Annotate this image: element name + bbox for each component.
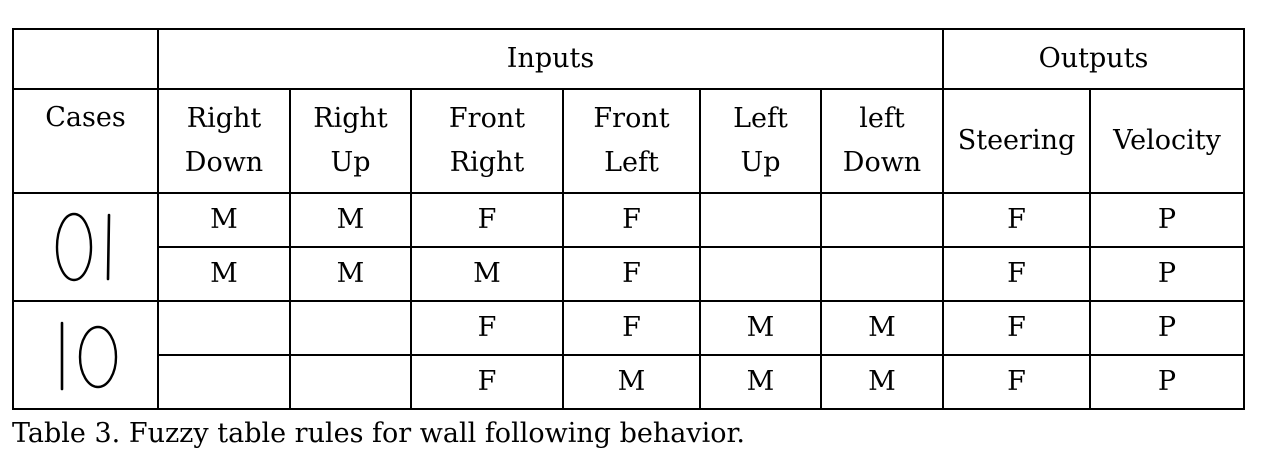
- table-cell: F: [942, 192, 1091, 248]
- table-row: F M M M F P: [13, 354, 1246, 410]
- table-cell: F: [942, 354, 1091, 410]
- col-header-velocity: Velocity: [1088, 88, 1246, 194]
- col-header-line: Down: [184, 147, 264, 178]
- table-cell: M: [157, 192, 291, 248]
- table-cell: M: [820, 300, 944, 356]
- table-cell: M: [820, 354, 944, 410]
- handwritten-case-01: [55, 212, 110, 282]
- table-cell: [820, 246, 944, 302]
- table-cell: M: [410, 246, 564, 302]
- table-cell: F: [562, 300, 701, 356]
- col-header-line: Left: [604, 147, 659, 178]
- table-cell: P: [1088, 354, 1246, 410]
- col-header-line: Right: [313, 103, 388, 134]
- table-cell: F: [410, 192, 564, 248]
- col-header-line: Front: [448, 103, 526, 134]
- table-cell: P: [1088, 246, 1246, 302]
- corner-cell: [12, 28, 159, 90]
- col-header-line: Down: [842, 147, 922, 178]
- table-cell: P: [1088, 300, 1246, 356]
- table-cell: F: [562, 192, 701, 248]
- outputs-header: Outputs: [941, 28, 1246, 90]
- table-cell: M: [289, 192, 412, 248]
- group-header-row: Inputs Outputs: [12, 28, 1246, 90]
- table-cell: M: [157, 246, 291, 302]
- table-cell: P: [1088, 192, 1246, 248]
- col-header-line: Up: [740, 147, 781, 178]
- table-cell: F: [410, 354, 564, 410]
- table-row: M M M F F P: [13, 246, 1246, 302]
- table-cell: [157, 354, 291, 410]
- table-cell: [820, 192, 944, 248]
- col-header-right-down: Right Down: [157, 88, 291, 194]
- col-header-line: Left: [733, 103, 788, 134]
- fuzzy-rules-table: Inputs Outputs Cases Right Down Right Up F…: [12, 28, 1246, 410]
- table-cell: [289, 300, 412, 356]
- inputs-header: Inputs: [157, 28, 944, 90]
- table-cell: [699, 246, 822, 302]
- table-cell: [157, 300, 291, 356]
- case-label-10: [12, 300, 159, 410]
- table-cell: F: [942, 246, 1091, 302]
- cases-header: Cases: [12, 88, 159, 194]
- table-cell: M: [699, 354, 822, 410]
- table-cell: F: [562, 246, 701, 302]
- col-header-front-left: Front Left: [562, 88, 701, 194]
- table-cell: M: [699, 300, 822, 356]
- col-header-line: Right: [449, 147, 525, 178]
- table-cell: F: [942, 300, 1091, 356]
- col-header-left-up: Left Up: [699, 88, 822, 194]
- table-caption: Table 3. Fuzzy table rules for wall foll…: [12, 418, 746, 449]
- col-header-front-right: Front Right: [410, 88, 564, 194]
- case-label-01: [12, 192, 159, 302]
- table-cell: M: [289, 246, 412, 302]
- col-header-right-up: Right Up: [289, 88, 412, 194]
- table-cell: M: [562, 354, 701, 410]
- table-row: M M F F F P: [12, 192, 1246, 302]
- handwritten-case-10: [60, 321, 117, 391]
- table-cell: [699, 192, 822, 248]
- col-header-steering: Steering: [942, 88, 1091, 194]
- table-row: F F M M F P: [12, 300, 1246, 410]
- col-header-line: Front: [593, 103, 670, 134]
- column-header-row: Cases Right Down Right Up Front Right Front…: [12, 88, 1246, 194]
- col-header-left-down: left Down: [820, 88, 944, 194]
- col-header-line: left: [859, 103, 905, 134]
- col-header-line: Up: [330, 147, 371, 178]
- col-header-line: Right: [186, 103, 262, 134]
- table-cell: [289, 354, 412, 410]
- table-cell: F: [410, 300, 564, 356]
